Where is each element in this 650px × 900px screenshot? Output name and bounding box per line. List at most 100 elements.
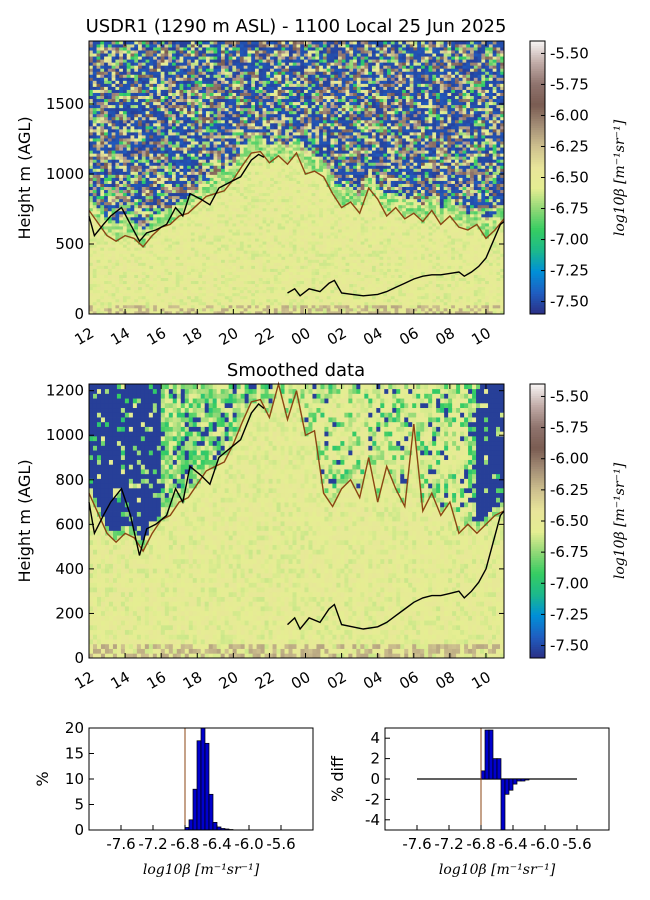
raw-heat-cell [266, 128, 271, 133]
raw-heat-cell [138, 110, 143, 115]
raw-heat-cell [141, 295, 146, 300]
raw-heat-cell [228, 244, 233, 248]
raw-heat-cell [100, 226, 105, 230]
raw-heat-cell [202, 232, 207, 236]
raw-heat-cell [273, 180, 279, 184]
raw-heat-cell [141, 271, 146, 275]
raw-heat-cell [122, 238, 128, 242]
raw-heat-cell [251, 298, 256, 303]
raw-heat-cell [266, 219, 271, 224]
raw-heat-cell [172, 132, 177, 136]
raw-heat-cell [138, 165, 143, 169]
raw-heat-cell [273, 101, 279, 106]
raw-heat-cell [213, 265, 218, 269]
raw-heat-cell [296, 204, 301, 209]
raw-heat-cell [213, 307, 218, 312]
raw-heat-cell [149, 256, 154, 260]
raw-heat-cell [224, 238, 229, 242]
raw-heat-cell [138, 98, 143, 103]
raw-heat-cell [292, 74, 297, 78]
raw-heat-cell [141, 80, 146, 84]
raw-heat-cell [209, 307, 214, 312]
raw-heat-cell [141, 177, 146, 181]
raw-heat-cell [126, 232, 131, 236]
raw-heat-cell [277, 307, 282, 312]
raw-heat-cell [92, 210, 97, 215]
raw-heat-cell [224, 280, 229, 285]
raw-heat-cell [104, 110, 109, 115]
raw-heat-cell [104, 283, 109, 288]
raw-heat-cell [138, 113, 143, 118]
raw-heat-cell [175, 119, 180, 124]
raw-heat-cell [156, 71, 162, 75]
raw-heat-cell [292, 174, 297, 178]
raw-heat-cell [190, 44, 196, 48]
raw-heat-cell [198, 226, 203, 230]
raw-heat-cell [266, 171, 271, 175]
raw-heat-cell [107, 113, 113, 118]
raw-heat-cell [243, 74, 248, 78]
raw-heat-cell [277, 216, 282, 221]
raw-heat-cell [198, 65, 203, 69]
raw-heat-cell [205, 138, 211, 142]
raw-heat-cell [145, 241, 150, 245]
raw-heat-cell [239, 68, 245, 72]
raw-heat-cell [172, 116, 177, 121]
raw-heat-cell [156, 262, 162, 266]
raw-heat-cell [141, 156, 146, 160]
raw-heat-cell [141, 280, 146, 285]
raw-heat-cell [153, 286, 158, 291]
raw-heat-cell [111, 113, 116, 118]
raw-heat-cell [228, 150, 233, 154]
raw-heat-cell [134, 262, 139, 266]
raw-heat-cell [115, 259, 120, 263]
raw-heat-cell [217, 289, 222, 294]
raw-heat-cell [126, 204, 131, 209]
raw-heat-cell [160, 268, 165, 272]
raw-heat-cell [156, 150, 162, 154]
raw-heat-cell [175, 86, 180, 90]
raw-heat-cell [89, 104, 94, 109]
raw-heat-cell [251, 207, 256, 212]
raw-heat-cell [258, 56, 263, 60]
raw-heat-cell [228, 183, 233, 187]
raw-heat-cell [258, 98, 263, 103]
raw-heat-cell [126, 56, 131, 60]
raw-heat-cell [100, 204, 105, 209]
raw-heat-cell [251, 180, 256, 184]
raw-heat-cell [183, 41, 188, 45]
raw-heat-cell [122, 128, 128, 133]
raw-heat-cell [138, 241, 143, 245]
raw-heat-cell [285, 132, 290, 136]
raw-heat-cell [285, 116, 290, 121]
raw-heat-cell [194, 198, 199, 203]
raw-heat-cell [288, 304, 294, 309]
raw-heat-cell [273, 274, 279, 278]
raw-heat-cell [164, 241, 169, 245]
raw-heat-cell [130, 229, 135, 233]
raw-heat-cell [92, 262, 97, 266]
raw-heat-cell [232, 229, 237, 233]
raw-heat-cell [92, 41, 97, 45]
raw-heat-cell [202, 238, 207, 242]
raw-heat-cell [187, 119, 192, 124]
raw-heat-cell [270, 141, 275, 145]
raw-heat-cell [92, 201, 97, 206]
raw-heat-cell [198, 310, 203, 315]
raw-heat-cell [258, 259, 263, 263]
raw-heat-cell [266, 122, 271, 127]
raw-heat-cell [205, 125, 211, 130]
raw-heat-cell [194, 262, 199, 266]
raw-heat-cell [96, 235, 101, 239]
raw-heat-cell [266, 307, 271, 312]
raw-heat-cell [115, 198, 120, 203]
raw-heat-cell [296, 201, 301, 206]
raw-heat-cell [288, 229, 294, 233]
raw-heat-cell [258, 159, 263, 163]
raw-heat-cell [292, 226, 297, 230]
raw-heat-cell [130, 298, 135, 303]
raw-heat-cell [236, 198, 241, 203]
raw-heat-cell [145, 113, 150, 118]
raw-heat-cell [273, 135, 279, 139]
raw-heat-cell [190, 156, 196, 160]
